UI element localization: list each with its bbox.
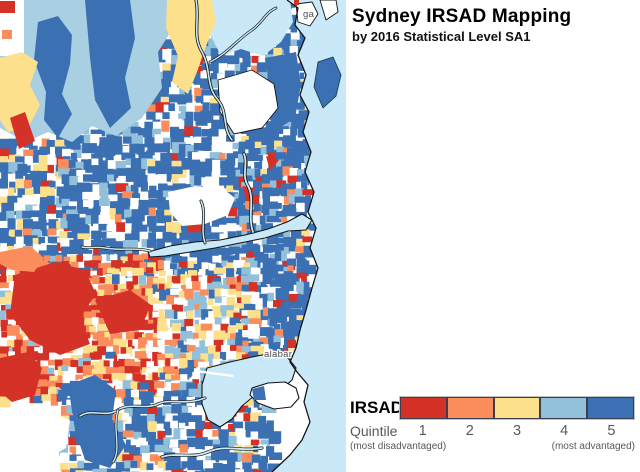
coast-red-patch	[266, 156, 279, 171]
national-park-region	[166, 0, 216, 94]
upper-creeks-water	[205, 0, 293, 56]
quintile-5: 5	[607, 423, 616, 439]
info-panel: Sydney IRSAD Mapping by 2016 Statistical…	[346, 0, 640, 472]
georges-river-corridor	[68, 375, 126, 468]
southwest-red-region-b	[95, 290, 151, 334]
georges-river-south	[112, 409, 119, 463]
legend-color-bar	[399, 396, 635, 420]
bottomleft-white-region	[0, 408, 70, 462]
large-region-patches	[0, 0, 301, 468]
outlined-white-region	[217, 69, 279, 135]
bottomleft-red-region	[0, 352, 42, 402]
central-red-wedge	[242, 186, 255, 201]
page-title: Sydney IRSAD Mapping	[352, 6, 572, 27]
quintile-3: 3	[512, 423, 522, 439]
legend-swatch-q3	[493, 397, 541, 419]
airport-runway-spit	[195, 369, 234, 378]
upper-creek-branch	[209, 7, 277, 63]
parramatta-river	[81, 246, 151, 252]
quintile-1: 1	[418, 423, 427, 439]
choropleth-map[interactable]: ga alabar	[0, 0, 346, 472]
southwest-orange-region	[0, 246, 44, 272]
title-block: Sydney IRSAD Mapping by 2016 Statistical…	[346, 0, 640, 44]
west-red-stripe	[10, 112, 35, 149]
legend-swatch-q4	[540, 397, 588, 419]
legend-quintile-row: Quintile 1 2 3 4 5	[350, 423, 635, 439]
kurnell-blue-tip	[252, 386, 266, 400]
north-island-a	[295, 1, 319, 27]
port-hacking	[161, 447, 263, 458]
corner-orange-patch	[2, 30, 12, 39]
georges-river	[79, 397, 206, 417]
choropleth-map-viewport[interactable]: ga alabar	[0, 0, 346, 472]
cowan-creek	[195, 0, 233, 141]
lane-cove-river	[200, 200, 206, 244]
legend-swatch-q5	[587, 397, 634, 419]
middle-harbour	[243, 153, 254, 233]
legend-color-row: IRSAD	[350, 396, 635, 420]
river-channels	[78, 0, 278, 464]
place-label-malabar: alabar	[264, 349, 292, 360]
north-dark-region	[85, 0, 135, 128]
ocean	[272, 0, 346, 472]
most-disadvantaged-note: (most disadvantaged)	[350, 441, 447, 452]
quintile-4: 4	[560, 423, 569, 439]
place-label-ga: ga	[303, 9, 315, 20]
northwest-peninsula	[34, 16, 72, 138]
legend-title: IRSAD	[350, 398, 403, 417]
malabar-red-patch	[287, 340, 296, 348]
coastline	[271, 0, 319, 472]
sydney-harbour	[147, 213, 313, 258]
southwest-red-region-a	[10, 262, 96, 355]
legend-swatch-q1	[400, 397, 447, 419]
north-red-dot	[294, 0, 299, 5]
page-subtitle: by 2016 Statistical Level SA1	[352, 28, 531, 44]
west-yellow-region	[0, 52, 40, 132]
islands-and-peninsulas	[195, 0, 342, 410]
irsad-legend: IRSAD Quintile 1 2 3 4 5 (most disadvant…	[350, 396, 635, 452]
quintile-label: Quintile	[350, 423, 398, 439]
quintile-2: 2	[465, 423, 474, 439]
legend-notes-row: (most disadvantaged) (most advantaged)	[350, 441, 635, 452]
legend-swatch-q2	[446, 397, 494, 419]
most-advantaged-note: (most advantaged)	[551, 441, 635, 452]
northern-beaches-tip	[313, 56, 342, 109]
north-island-b	[319, 0, 339, 21]
corner-red-patch	[0, 1, 15, 13]
